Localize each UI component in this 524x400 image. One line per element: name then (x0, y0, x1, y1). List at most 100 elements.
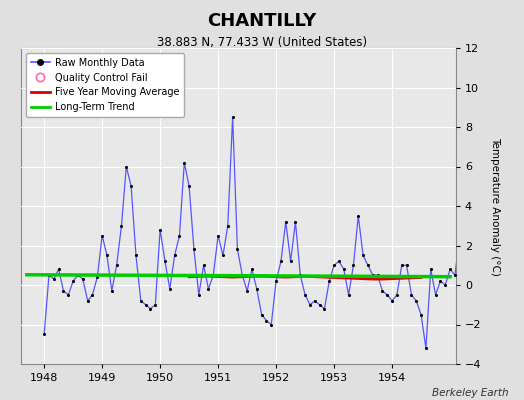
Point (161, 258, 169, 264)
Point (287, 258, 295, 264)
Point (374, 272, 382, 278)
Point (325, 278, 333, 284)
Point (137, 298, 145, 304)
Point (166, 286, 174, 292)
Point (194, 292, 203, 298)
Point (340, 266, 348, 272)
Point (214, 232, 222, 239)
Point (248, 266, 256, 272)
Point (402, 262, 411, 268)
Point (281, 218, 290, 225)
Point (494, 302, 503, 308)
Point (79, 276, 87, 282)
Point (190, 246, 198, 253)
Point (40, 331, 48, 338)
Point (451, 272, 459, 278)
Point (388, 298, 396, 304)
Point (83, 298, 92, 304)
Legend: Raw Monthly Data, Quality Control Fail, Five Year Moving Average, Long-Term Tren: Raw Monthly Data, Quality Control Fail, … (26, 53, 184, 117)
Point (243, 288, 252, 294)
Point (180, 159, 189, 166)
Point (311, 298, 319, 304)
Point (315, 302, 324, 308)
Point (441, 282, 450, 288)
Point (132, 252, 140, 258)
Point (107, 288, 116, 294)
Point (54, 266, 63, 272)
Point (277, 258, 285, 264)
Point (489, 292, 498, 298)
Point (228, 114, 237, 120)
Point (262, 317, 270, 324)
Point (204, 286, 213, 292)
Text: Berkeley Earth: Berkeley Earth (432, 388, 508, 398)
Point (127, 183, 135, 190)
Point (156, 226, 165, 233)
Point (175, 232, 183, 239)
Point (74, 272, 82, 278)
Point (88, 292, 96, 298)
Point (305, 302, 314, 308)
Point (141, 302, 150, 308)
Point (113, 262, 121, 268)
Point (69, 278, 78, 284)
Point (219, 252, 227, 258)
Point (422, 345, 430, 352)
Y-axis label: Temperature Anomaly (°C): Temperature Anomaly (°C) (490, 136, 500, 276)
Point (479, 292, 488, 298)
Point (335, 258, 343, 264)
Point (461, 252, 469, 258)
Point (59, 288, 68, 294)
Point (475, 272, 483, 278)
Point (64, 292, 72, 298)
Point (122, 163, 130, 170)
Point (209, 272, 217, 278)
Point (349, 262, 357, 268)
Point (383, 292, 391, 298)
Point (514, 272, 522, 278)
Point (233, 246, 242, 253)
Point (485, 298, 493, 304)
Point (200, 262, 208, 268)
Point (267, 321, 276, 328)
Point (504, 242, 512, 249)
Point (98, 232, 106, 239)
Point (523, 292, 524, 298)
Point (455, 232, 464, 239)
Point (146, 306, 155, 312)
Point (253, 286, 261, 292)
Point (301, 292, 309, 298)
Point (465, 262, 474, 268)
Point (509, 262, 517, 268)
Point (431, 292, 440, 298)
Point (412, 298, 420, 304)
Point (296, 272, 304, 278)
Point (103, 252, 111, 258)
Point (93, 274, 102, 280)
Point (407, 292, 416, 298)
Point (238, 272, 246, 278)
Point (518, 286, 524, 292)
Point (417, 312, 425, 318)
Point (470, 276, 478, 282)
Point (368, 272, 377, 278)
Point (50, 276, 58, 282)
Point (320, 306, 329, 312)
Point (117, 222, 126, 229)
Point (272, 278, 280, 284)
Text: CHANTILLY: CHANTILLY (208, 12, 316, 30)
Point (378, 288, 387, 294)
Point (354, 213, 363, 219)
Point (291, 218, 300, 225)
Point (170, 252, 179, 258)
Point (151, 302, 159, 308)
Point (499, 312, 507, 318)
Point (257, 312, 266, 318)
Point (446, 266, 454, 272)
Point (398, 262, 406, 268)
Point (45, 272, 53, 278)
Point (427, 266, 435, 272)
Point (224, 222, 232, 229)
Point (330, 262, 339, 268)
Point (359, 252, 367, 258)
